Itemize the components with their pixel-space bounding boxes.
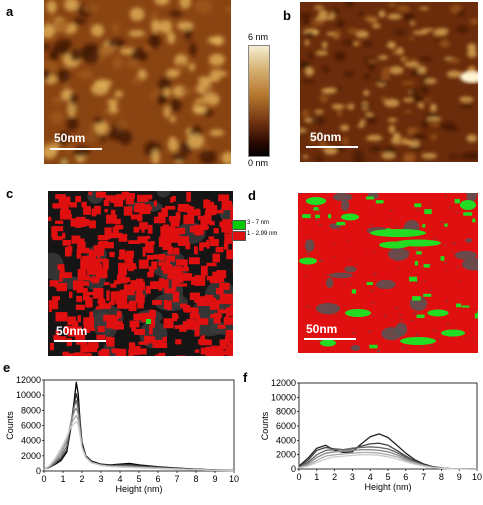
y-tick-label: 6000 xyxy=(276,421,296,431)
legend-swatch-3-7nm xyxy=(232,220,246,230)
series-line-2 xyxy=(299,447,477,469)
y-tick-label: 8000 xyxy=(276,407,296,417)
x-tick-label: 0 xyxy=(296,472,301,482)
x-tick-label: 4 xyxy=(117,474,122,484)
y-tick-label: 10000 xyxy=(271,392,296,402)
x-tick-label: 4 xyxy=(368,472,373,482)
y-axis-label: Counts xyxy=(260,411,270,440)
y-tick-label: 12000 xyxy=(16,375,41,385)
scale-bar-b xyxy=(306,146,358,148)
height-colorbar xyxy=(248,45,270,157)
histogram-e-svg: 0 2000 4000 6000 8000 10000 12000 0 1 2 3 4 5 6 7 8 9 10 H… xyxy=(0,370,240,500)
x-tick-label: 8 xyxy=(439,472,444,482)
histogram-e: 0 2000 4000 6000 8000 10000 12000 0 1 2 3 4 5 6 7 8 9 10 H… xyxy=(0,370,240,500)
x-tick-label: 10 xyxy=(472,472,482,482)
x-tick-label: 1 xyxy=(314,472,319,482)
x-tick-label: 5 xyxy=(136,474,141,484)
x-tick-label: 3 xyxy=(350,472,355,482)
scale-bar-c xyxy=(54,340,106,342)
colorbar-top-label: 6 nm xyxy=(248,32,268,42)
x-tick-label: 2 xyxy=(332,472,337,482)
scale-bar-label-c: 50nm xyxy=(56,324,87,338)
y-tick-label: 8000 xyxy=(21,405,41,415)
x-axis-label: Height (nm) xyxy=(364,482,411,492)
panel-label-c: c xyxy=(6,186,13,201)
colorbar-bottom-label: 0 nm xyxy=(248,158,268,168)
series-line-4 xyxy=(44,416,234,471)
x-tick-label: 5 xyxy=(385,472,390,482)
series-line-5 xyxy=(44,422,234,471)
x-tick-label: 9 xyxy=(212,474,217,484)
y-tick-label: 0 xyxy=(36,466,41,476)
x-tick-label: 1 xyxy=(60,474,65,484)
panel-label-d: d xyxy=(248,188,256,203)
histogram-f-svg: 0 2000 4000 6000 8000 10000 12000 0 1 2 3 4 5 6 7 8 9 10 H… xyxy=(243,378,483,500)
y-axis-label: Counts xyxy=(5,411,15,440)
legend-label-3-7nm: 3 - 7 nm xyxy=(247,220,269,226)
x-tick-label: 9 xyxy=(457,472,462,482)
y-tick-label: 2000 xyxy=(276,450,296,460)
series-line-3 xyxy=(44,408,234,470)
scale-bar-d xyxy=(304,338,356,340)
scale-bar-label-b: 50nm xyxy=(310,130,341,144)
series-line-5 xyxy=(299,455,477,469)
legend-swatch-1-2.99nm xyxy=(232,231,246,241)
panel-label-a: a xyxy=(6,4,13,19)
series-line-1 xyxy=(44,394,234,471)
scale-bar-label-d: 50nm xyxy=(306,322,337,336)
x-tick-label: 10 xyxy=(229,474,239,484)
x-tick-label: 8 xyxy=(193,474,198,484)
x-tick-label: 7 xyxy=(421,472,426,482)
x-axis-label: Height (nm) xyxy=(115,484,162,494)
y-tick-label: 6000 xyxy=(21,421,41,431)
x-tick-label: 0 xyxy=(41,474,46,484)
x-tick-label: 3 xyxy=(98,474,103,484)
legend-label-1-2.99nm: 1 - 2.99 nm xyxy=(247,231,277,237)
panel-label-b: b xyxy=(283,8,291,23)
x-tick-label: 6 xyxy=(155,474,160,484)
y-tick-label: 10000 xyxy=(16,390,41,400)
y-tick-label: 4000 xyxy=(276,435,296,445)
scale-bar-label-a: 50nm xyxy=(54,131,85,145)
x-tick-label: 2 xyxy=(79,474,84,484)
scale-bar-a xyxy=(50,148,102,150)
histogram-f: 0 2000 4000 6000 8000 10000 12000 0 1 2 3 4 5 6 7 8 9 10 H… xyxy=(243,378,483,500)
series-line-4 xyxy=(299,453,477,470)
y-tick-label: 2000 xyxy=(21,451,41,461)
y-tick-label: 12000 xyxy=(271,378,296,388)
x-tick-label: 7 xyxy=(174,474,179,484)
y-tick-label: 0 xyxy=(291,464,296,474)
x-tick-label: 6 xyxy=(403,472,408,482)
y-tick-label: 4000 xyxy=(21,436,41,446)
